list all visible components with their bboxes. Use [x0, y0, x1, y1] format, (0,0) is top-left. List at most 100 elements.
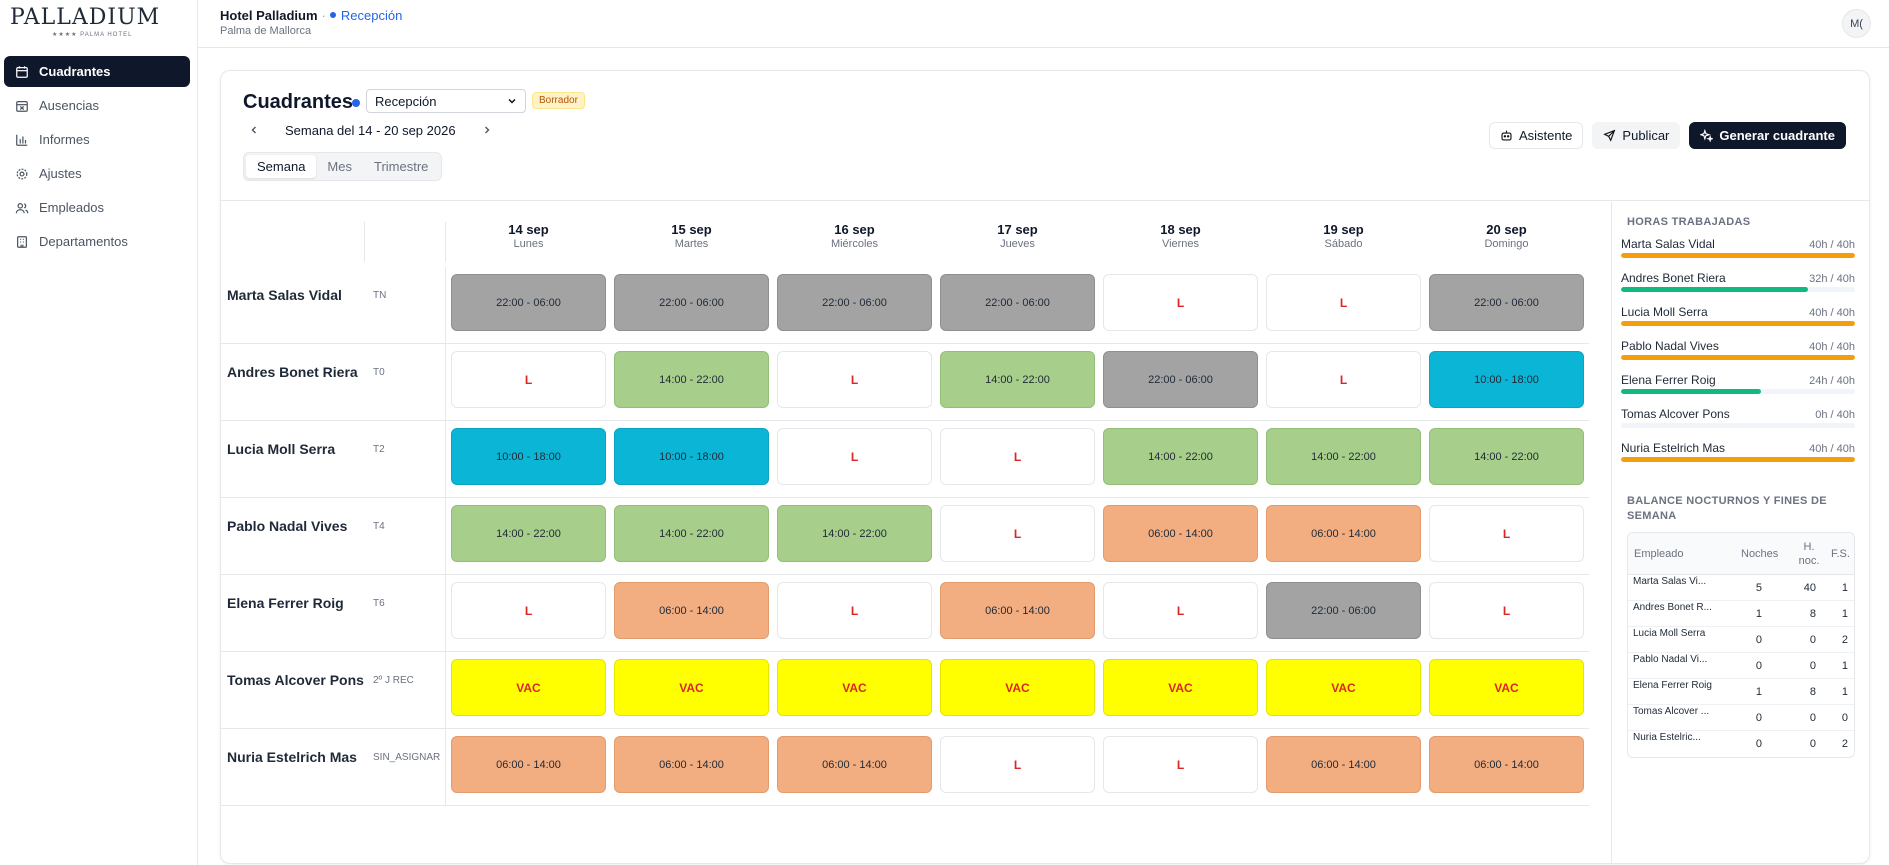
- day-weekday: Lunes: [513, 238, 544, 250]
- shift-cell[interactable]: 10:00 - 18:00: [614, 428, 769, 485]
- shift-cell[interactable]: 10:00 - 18:00: [1429, 351, 1584, 408]
- balance-noches: 1: [1755, 686, 1762, 698]
- shift-cell[interactable]: 14:00 - 22:00: [1266, 428, 1421, 485]
- avatar[interactable]: M(: [1842, 9, 1871, 38]
- shift-cell[interactable]: L: [777, 582, 932, 639]
- day-weekday: Martes: [674, 238, 709, 250]
- header-department[interactable]: Recepción: [330, 8, 402, 23]
- balance-hnoc: 8: [1809, 686, 1816, 698]
- shift-cell[interactable]: L: [1103, 274, 1258, 331]
- shift-cell[interactable]: 10:00 - 18:00: [451, 428, 606, 485]
- shift-cell[interactable]: 06:00 - 14:00: [1266, 736, 1421, 793]
- department-select[interactable]: Recepción: [366, 89, 526, 113]
- shift-cell[interactable]: L: [1103, 582, 1258, 639]
- shift-cell[interactable]: 22:00 - 06:00: [1266, 582, 1421, 639]
- shift-cell[interactable]: VAC: [1103, 659, 1258, 716]
- sidebar-item-empleados[interactable]: Empleados: [4, 192, 190, 223]
- prev-week-button[interactable]: [243, 123, 265, 138]
- hours-row: Andres Bonet Riera 32h / 40h: [1621, 271, 1855, 301]
- shift-cell[interactable]: 22:00 - 06:00: [940, 274, 1095, 331]
- shift-cell[interactable]: 06:00 - 14:00: [777, 736, 932, 793]
- tab-semana[interactable]: Semana: [246, 155, 317, 178]
- shift-cell[interactable]: L: [940, 736, 1095, 793]
- next-week-button[interactable]: [476, 123, 498, 138]
- sidebar-item-departamentos[interactable]: Departamentos: [4, 226, 190, 257]
- balance-noches: 1: [1755, 608, 1762, 620]
- day-weekday: Domingo: [1484, 238, 1529, 250]
- shift-cell[interactable]: L: [777, 428, 932, 485]
- employee-code: 2º J REC: [373, 675, 414, 686]
- employee-name[interactable]: Marta Salas Vidal: [227, 287, 342, 303]
- shift-cell[interactable]: 06:00 - 14:00: [1266, 505, 1421, 562]
- hours-progress-fill: [1621, 287, 1809, 292]
- balance-fs: 2: [1841, 634, 1848, 646]
- shift-cell[interactable]: VAC: [1266, 659, 1421, 716]
- day-header: 17 sep Jueves: [936, 222, 1099, 262]
- shift-cell[interactable]: 22:00 - 06:00: [1103, 351, 1258, 408]
- sidebar-item-label: Informes: [39, 132, 90, 147]
- balance-noches: 5: [1755, 582, 1762, 594]
- employee-name[interactable]: Lucia Moll Serra: [227, 441, 336, 457]
- shift-cell[interactable]: L: [940, 428, 1095, 485]
- shift-cell[interactable]: VAC: [1429, 659, 1584, 716]
- employee-name[interactable]: Tomas Alcover Pons: [227, 672, 364, 688]
- shift-cell[interactable]: L: [1429, 582, 1584, 639]
- shift-cell[interactable]: L: [1429, 505, 1584, 562]
- hours-value: 40h / 40h: [1809, 341, 1855, 353]
- shift-cell[interactable]: VAC: [940, 659, 1095, 716]
- publish-button[interactable]: Publicar: [1592, 122, 1681, 149]
- shift-cell[interactable]: 14:00 - 22:00: [451, 505, 606, 562]
- shift-cell[interactable]: 06:00 - 14:00: [940, 582, 1095, 639]
- shift-cell[interactable]: L: [451, 351, 606, 408]
- shift-cell[interactable]: 14:00 - 22:00: [940, 351, 1095, 408]
- shift-cell[interactable]: 06:00 - 14:00: [614, 736, 769, 793]
- shift-cell[interactable]: 14:00 - 22:00: [1103, 428, 1258, 485]
- shift-cell[interactable]: 14:00 - 22:00: [614, 505, 769, 562]
- shift-cell[interactable]: 14:00 - 22:00: [777, 505, 932, 562]
- department-color-dot: [352, 99, 360, 107]
- day-weekday: Miércoles: [830, 238, 879, 250]
- tab-trimestre[interactable]: Trimestre: [373, 159, 429, 174]
- employee-name[interactable]: Pablo Nadal Vives: [227, 518, 348, 534]
- day-date: 19 sep: [1323, 222, 1364, 237]
- shift-cell[interactable]: L: [940, 505, 1095, 562]
- hotel-city: Palma de Mallorca: [220, 25, 312, 37]
- generate-schedule-button[interactable]: Generar cuadrante: [1689, 122, 1846, 149]
- shift-cell[interactable]: VAC: [777, 659, 932, 716]
- tab-mes[interactable]: Mes: [327, 159, 352, 174]
- schedule-card: Cuadrantes Recepción Borrador Semana del…: [220, 70, 1870, 864]
- sidebar-item-ajustes[interactable]: Ajustes: [4, 158, 190, 189]
- shift-cell[interactable]: 22:00 - 06:00: [1429, 274, 1584, 331]
- shift-cell[interactable]: L: [1266, 274, 1421, 331]
- sidebar-item-label: Departamentos: [39, 234, 128, 249]
- balance-col-fs: F.S.: [1831, 548, 1850, 560]
- sidebar-item-ausencias[interactable]: Ausencias: [4, 90, 190, 121]
- day-weekday: Jueves: [1000, 238, 1035, 250]
- shift-cell[interactable]: 14:00 - 22:00: [1429, 428, 1584, 485]
- shift-cell[interactable]: 22:00 - 06:00: [614, 274, 769, 331]
- shift-cell[interactable]: L: [777, 351, 932, 408]
- shift-cell[interactable]: 06:00 - 14:00: [1429, 736, 1584, 793]
- hours-value: 24h / 40h: [1809, 375, 1855, 387]
- shift-cell[interactable]: 06:00 - 14:00: [614, 582, 769, 639]
- employee-name[interactable]: Nuria Estelrich Mas: [227, 749, 357, 765]
- shift-cell[interactable]: L: [1266, 351, 1421, 408]
- sidebar-item-cuadrantes[interactable]: Cuadrantes: [4, 56, 190, 87]
- shift-cell[interactable]: 22:00 - 06:00: [451, 274, 606, 331]
- shift-cell[interactable]: 14:00 - 22:00: [614, 351, 769, 408]
- shift-cell[interactable]: 06:00 - 14:00: [451, 736, 606, 793]
- shift-cell[interactable]: VAC: [451, 659, 606, 716]
- assistant-button[interactable]: Asistente: [1488, 122, 1584, 149]
- palladium-logo[interactable]: PALLADIUM ★★★★ PALMA HOTEL: [10, 6, 159, 40]
- shift-cell[interactable]: VAC: [614, 659, 769, 716]
- employee-name[interactable]: Elena Ferrer Roig: [227, 595, 344, 611]
- sidebar-item-informes[interactable]: Informes: [4, 124, 190, 155]
- employee-row: Tomas Alcover Pons 2º J REC VAC VAC VAC VAC VA…: [221, 652, 1589, 729]
- shift-cell[interactable]: 06:00 - 14:00: [1103, 505, 1258, 562]
- topbar: Hotel Palladium · Recepción Palma de Mallo…: [198, 0, 1889, 48]
- employee-name[interactable]: Andres Bonet Riera: [227, 364, 358, 380]
- day-date: 18 sep: [1160, 222, 1201, 237]
- shift-cell[interactable]: L: [1103, 736, 1258, 793]
- shift-cell[interactable]: L: [451, 582, 606, 639]
- shift-cell[interactable]: 22:00 - 06:00: [777, 274, 932, 331]
